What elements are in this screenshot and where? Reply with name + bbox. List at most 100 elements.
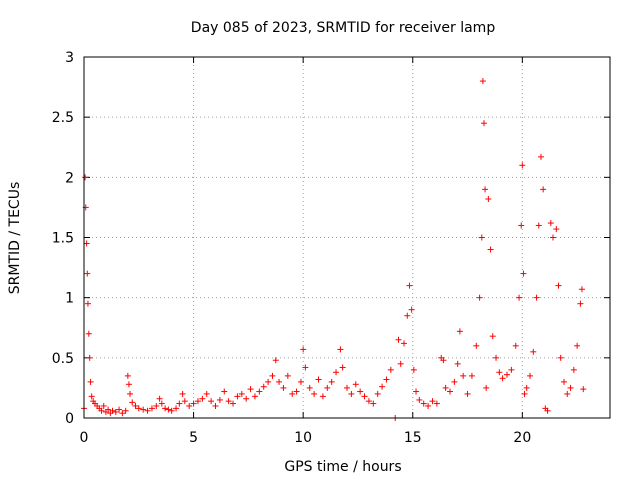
data-point (156, 395, 163, 402)
data-point (158, 400, 165, 407)
data-point (499, 375, 506, 382)
data-point (100, 402, 107, 409)
data-point (480, 120, 487, 127)
data-point (315, 376, 322, 383)
data-point (162, 405, 169, 412)
data-point (473, 342, 480, 349)
data-point (302, 364, 309, 371)
data-point (433, 400, 440, 407)
data-point (478, 234, 485, 241)
data-point (493, 354, 500, 361)
data-point (216, 396, 223, 403)
data-point (293, 388, 300, 395)
data-point (168, 407, 175, 414)
data-point (88, 393, 95, 400)
data-point (406, 282, 413, 289)
data-point (557, 354, 564, 361)
data-point (564, 390, 571, 397)
data-point (238, 390, 245, 397)
data-point (344, 384, 350, 391)
data-point (176, 400, 183, 407)
data-point (553, 226, 560, 233)
y-tick-label: 2.5 (52, 110, 74, 126)
data-point (535, 222, 542, 229)
data-point (496, 369, 503, 376)
data-point (243, 395, 250, 402)
data-point (387, 366, 394, 373)
data-point (454, 360, 461, 367)
data-point (129, 399, 136, 406)
data-point (173, 405, 180, 412)
data-point (221, 388, 228, 395)
data-point (272, 357, 279, 364)
y-tick-label: 1 (65, 291, 74, 307)
data-point (429, 398, 436, 405)
data-point (153, 402, 160, 409)
data-point (116, 406, 123, 413)
data-point (527, 372, 534, 379)
y-tick-label: 2 (65, 170, 74, 186)
data-point (127, 390, 134, 397)
y-tick-label: 1.5 (52, 231, 74, 247)
data-point (105, 406, 112, 413)
x-tick-label: 0 (80, 430, 89, 446)
data-point (225, 398, 232, 405)
x-axis-label: GPS time / hours (284, 459, 401, 475)
data-point (408, 306, 415, 313)
data-point (179, 390, 186, 397)
data-point (328, 378, 335, 385)
data-point (395, 336, 402, 343)
data-point (440, 357, 447, 364)
y-tick-label: 0.5 (52, 351, 74, 367)
data-point (512, 342, 519, 349)
data-point (383, 376, 390, 383)
data-point (374, 390, 381, 397)
data-point (269, 372, 276, 379)
data-point (333, 369, 340, 376)
data-point (365, 398, 372, 405)
data-point (124, 372, 131, 379)
data-point (574, 342, 581, 349)
data-point (289, 390, 296, 397)
x-tick-label: 10 (294, 430, 312, 446)
data-point (324, 384, 331, 391)
data-point (284, 372, 291, 379)
data-point (516, 294, 523, 301)
y-tick-label: 3 (65, 50, 74, 66)
data-point (119, 410, 126, 417)
data-point (83, 240, 90, 247)
data-point (410, 366, 417, 373)
data-point (508, 366, 515, 373)
data-point (208, 398, 215, 405)
data-point (413, 388, 420, 395)
data-point (476, 294, 483, 301)
data-point (140, 406, 147, 413)
data-point (520, 270, 527, 277)
data-point (212, 402, 219, 409)
data-point (518, 222, 525, 229)
data-point (425, 402, 432, 409)
data-point (276, 378, 283, 385)
data-point (540, 186, 547, 193)
data-point (194, 398, 201, 405)
data-point (464, 390, 471, 397)
data-point (337, 346, 344, 353)
data-point (109, 407, 116, 414)
data-point (132, 402, 139, 409)
data-point (234, 393, 241, 400)
data-point (190, 400, 197, 407)
data-point (361, 393, 368, 400)
data-point (560, 378, 567, 385)
chart-title: Day 085 of 2023, SRMTID for receiver lam… (191, 20, 496, 36)
data-point (570, 366, 577, 373)
data-point (135, 405, 142, 412)
data-point (280, 384, 287, 391)
data-point (144, 407, 151, 414)
data-point (447, 388, 454, 395)
data-point (544, 407, 551, 414)
data-point (456, 328, 463, 335)
x-tick-label: 20 (513, 430, 531, 446)
data-point (203, 390, 210, 397)
data-point (379, 383, 386, 390)
